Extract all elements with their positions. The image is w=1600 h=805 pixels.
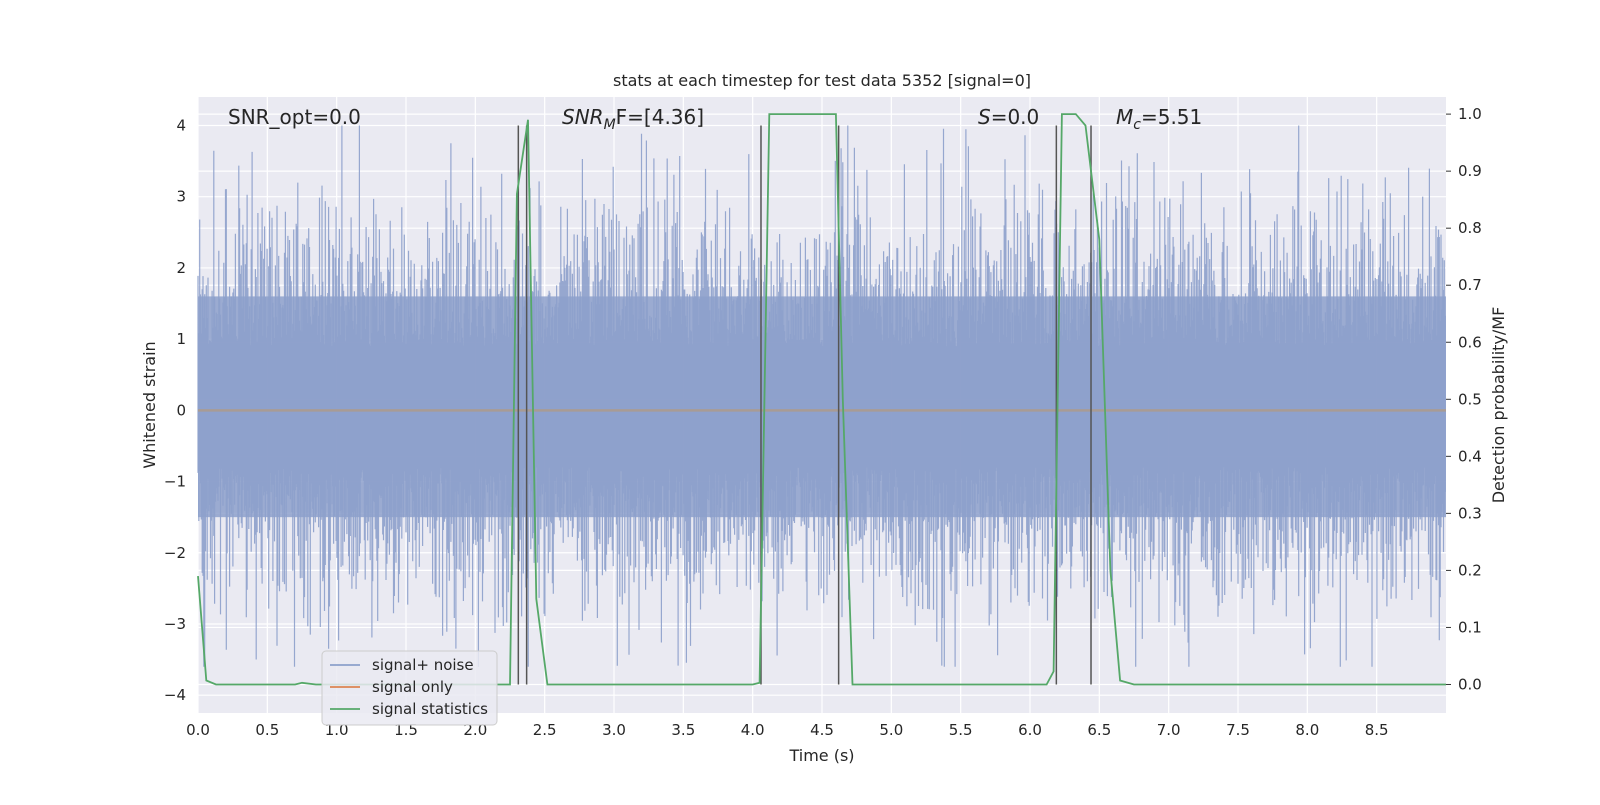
x-axis-label: Time (s) xyxy=(788,746,854,765)
x-tick-label: 0.0 xyxy=(186,721,210,739)
y-tick-label-left: 4 xyxy=(176,116,186,134)
x-tick-label: 5.0 xyxy=(879,721,903,739)
y-tick-label-left: 3 xyxy=(176,188,186,206)
annotation-s-rest: =0.0 xyxy=(991,105,1040,129)
x-tick-label: 8.5 xyxy=(1365,721,1389,739)
x-tick-label: 6.0 xyxy=(1018,721,1042,739)
y-tick-label-right: 0.2 xyxy=(1458,561,1482,579)
x-tick-label: 3.5 xyxy=(671,721,695,739)
y-tick-label-right: 0.8 xyxy=(1458,219,1482,237)
y-tick-label-left: 1 xyxy=(176,330,186,348)
legend-label-signal-statistics: signal statistics xyxy=(372,700,488,718)
y-tick-label-right: 1.0 xyxy=(1458,105,1482,123)
tick-labels: 0.0 0.5 1.0 1.5 2.0 2.5 3.0 3.5 4.0 4.5 5.0 5.5 6.0 6… xyxy=(164,105,1482,739)
y-tick-label-left: −4 xyxy=(164,686,186,704)
y-tick-label-left: −1 xyxy=(164,473,186,491)
y-tick-label-right: 0.5 xyxy=(1458,390,1482,408)
x-tick-label: 5.5 xyxy=(949,721,973,739)
y-tick-label-right: 0.7 xyxy=(1458,276,1482,294)
annotation-snr-mf: SNRMF=[4.36] xyxy=(562,105,704,133)
annotation-snr-mf-sub: M xyxy=(604,117,616,133)
y-tick-label-right: 0.6 xyxy=(1458,333,1482,351)
x-tick-label: 7.5 xyxy=(1226,721,1250,739)
annotation-mc-sub: c xyxy=(1133,117,1141,133)
x-tick-label: 7.0 xyxy=(1157,721,1181,739)
y-tick-label-right: 0.0 xyxy=(1458,675,1482,693)
y-tick-label-right: 0.1 xyxy=(1458,618,1482,636)
x-tick-label: 3.0 xyxy=(602,721,626,739)
y-axis-label-left: Whitened strain xyxy=(140,341,159,468)
annotation-s-base: S xyxy=(978,105,991,129)
y-tick-label-left: 2 xyxy=(176,259,186,277)
annotation-mc-rest: =5.51 xyxy=(1141,105,1202,129)
y-tick-label-left: −3 xyxy=(164,615,186,633)
x-tick-label: 0.5 xyxy=(255,721,279,739)
chart-title: stats at each timestep for test data 535… xyxy=(613,71,1031,90)
legend-label-signal-noise: signal+ noise xyxy=(372,656,474,674)
x-tick-label: 4.0 xyxy=(741,721,765,739)
legend-box xyxy=(321,650,498,726)
y-tick-label-left: −2 xyxy=(164,544,186,562)
annotation-snr-opt: SNR_opt=0.0 xyxy=(228,105,361,129)
y-tick-label-left: 0 xyxy=(176,401,186,419)
vertical-markers xyxy=(517,125,1092,685)
y-tick-label-right: 0.4 xyxy=(1458,447,1482,465)
legend-label-signal-only: signal only xyxy=(372,678,453,696)
x-tick-label: 6.5 xyxy=(1087,721,1111,739)
annotation-mc: Mc=5.51 xyxy=(1116,105,1202,133)
annotation-snr-mf-base: SNR xyxy=(562,105,604,129)
y-tick-label-right: 0.3 xyxy=(1458,504,1482,522)
legend: signal+ noise signal only signal statist… xyxy=(321,650,498,726)
x-tick-label: 2.5 xyxy=(533,721,557,739)
y-axis-label-right: Detection probability/MF xyxy=(1489,307,1508,504)
annotation-snr-mf-rest: F=[4.36] xyxy=(616,105,704,129)
x-tick-label: 4.5 xyxy=(810,721,834,739)
x-tick-label: 8.0 xyxy=(1295,721,1319,739)
annotation-mc-base: M xyxy=(1116,105,1133,129)
y-tick-label-right: 0.9 xyxy=(1458,162,1482,180)
annotation-s: S=0.0 xyxy=(978,105,1039,129)
